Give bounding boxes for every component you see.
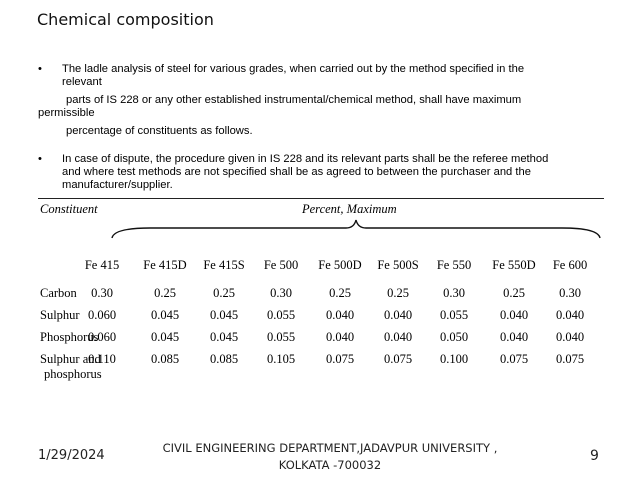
bullet-marker: • — [38, 153, 42, 165]
table-cell: 0.040 — [499, 308, 529, 322]
grade-header: Fe 415S — [203, 258, 245, 272]
grade-header: Fe 500D — [318, 258, 362, 272]
row-label-continued: phosphorus — [44, 367, 102, 381]
composition-table: Constituent Percent, Maximum Fe 415 Fe 41… — [38, 198, 604, 388]
table-cell: 0.30 — [443, 286, 465, 300]
bullet-marker: • — [38, 63, 42, 75]
table-cell: 0.050 — [439, 330, 469, 344]
table-cell: 0.055 — [266, 308, 296, 322]
brace-icon — [111, 219, 601, 239]
header-percent-maximum: Percent, Maximum — [302, 202, 397, 216]
footer-department-line-1: CIVIL ENGINEERING DEPARTMENT,JADAVPUR UN… — [162, 441, 498, 455]
table-cell: 0.055 — [439, 308, 469, 322]
table-cell: 0.045 — [150, 330, 180, 344]
table-cell: 0.040 — [555, 330, 585, 344]
grade-header: Fe 415 — [84, 258, 120, 272]
table-cell: 0.060 — [87, 308, 117, 322]
table-cell: 0.075 — [325, 352, 355, 366]
table-cell: 0.25 — [387, 286, 409, 300]
table-cell: 0.30 — [270, 286, 292, 300]
grade-header: Fe 415D — [143, 258, 187, 272]
grade-header: Fe 550 — [436, 258, 472, 272]
table-cell: 0.040 — [383, 330, 413, 344]
row-label: Phosphorus — [40, 330, 99, 344]
bullet-1-line-4: permissible — [38, 107, 95, 119]
grade-header: Fe 500 — [263, 258, 299, 272]
table-cell: 0.060 — [87, 330, 117, 344]
bullet-1-line-2: relevant — [62, 76, 102, 88]
table-cell: 0.25 — [154, 286, 176, 300]
table-cell: 0.100 — [439, 352, 469, 366]
table-cell: 0.110 — [88, 352, 116, 366]
page-number: 9 — [590, 448, 599, 464]
table-cell: 0.045 — [209, 308, 239, 322]
grade-header: Fe 550D — [492, 258, 536, 272]
table-cell: 0.040 — [555, 308, 585, 322]
footer-date: 1/29/2024 — [38, 448, 105, 463]
footer-department-line-2: KOLKATA -700032 — [278, 458, 382, 472]
table-cell: 0.045 — [150, 308, 180, 322]
table-cell: 0.30 — [91, 286, 113, 300]
table-cell: 0.25 — [213, 286, 235, 300]
table-cell: 0.040 — [325, 308, 355, 322]
bullet-1-line-5: percentage of constituents as follows. — [66, 125, 253, 137]
table-cell: 0.085 — [209, 352, 239, 366]
table-cell: 0.30 — [559, 286, 581, 300]
table-cell: 0.040 — [499, 330, 529, 344]
table-cell: 0.25 — [329, 286, 351, 300]
row-label: Carbon — [40, 286, 77, 300]
bullet-1-line-1: The ladle analysis of steel for various … — [62, 63, 525, 75]
bullet-2-line-3: manufacturer/supplier. — [62, 179, 173, 191]
grade-header: Fe 600 — [552, 258, 588, 272]
table-cell: 0.085 — [150, 352, 180, 366]
bullet-1-line-3: parts of IS 228 or any other established… — [66, 94, 522, 106]
table-cell: 0.075 — [383, 352, 413, 366]
slide-title: Chemical composition — [37, 10, 214, 29]
table-cell: 0.040 — [383, 308, 413, 322]
table-cell: 0.105 — [266, 352, 296, 366]
table-cell: 0.075 — [499, 352, 529, 366]
grade-header: Fe 500S — [377, 258, 419, 272]
bullet-2-line-2: and where test methods are not specified… — [62, 166, 531, 178]
table-cell: 0.055 — [266, 330, 296, 344]
row-label: Sulphur and — [40, 352, 101, 366]
header-constituent: Constituent — [40, 202, 98, 216]
footer-department: CIVIL ENGINEERING DEPARTMENT,JADAVPUR UN… — [150, 440, 510, 474]
table-top-rule — [38, 198, 604, 199]
row-label: Sulphur — [40, 308, 80, 322]
table-cell: 0.075 — [555, 352, 585, 366]
bullet-2-line-1: In case of dispute, the procedure given … — [62, 153, 549, 165]
table-cell: 0.25 — [503, 286, 525, 300]
table-cell: 0.040 — [325, 330, 355, 344]
table-cell: 0.045 — [209, 330, 239, 344]
